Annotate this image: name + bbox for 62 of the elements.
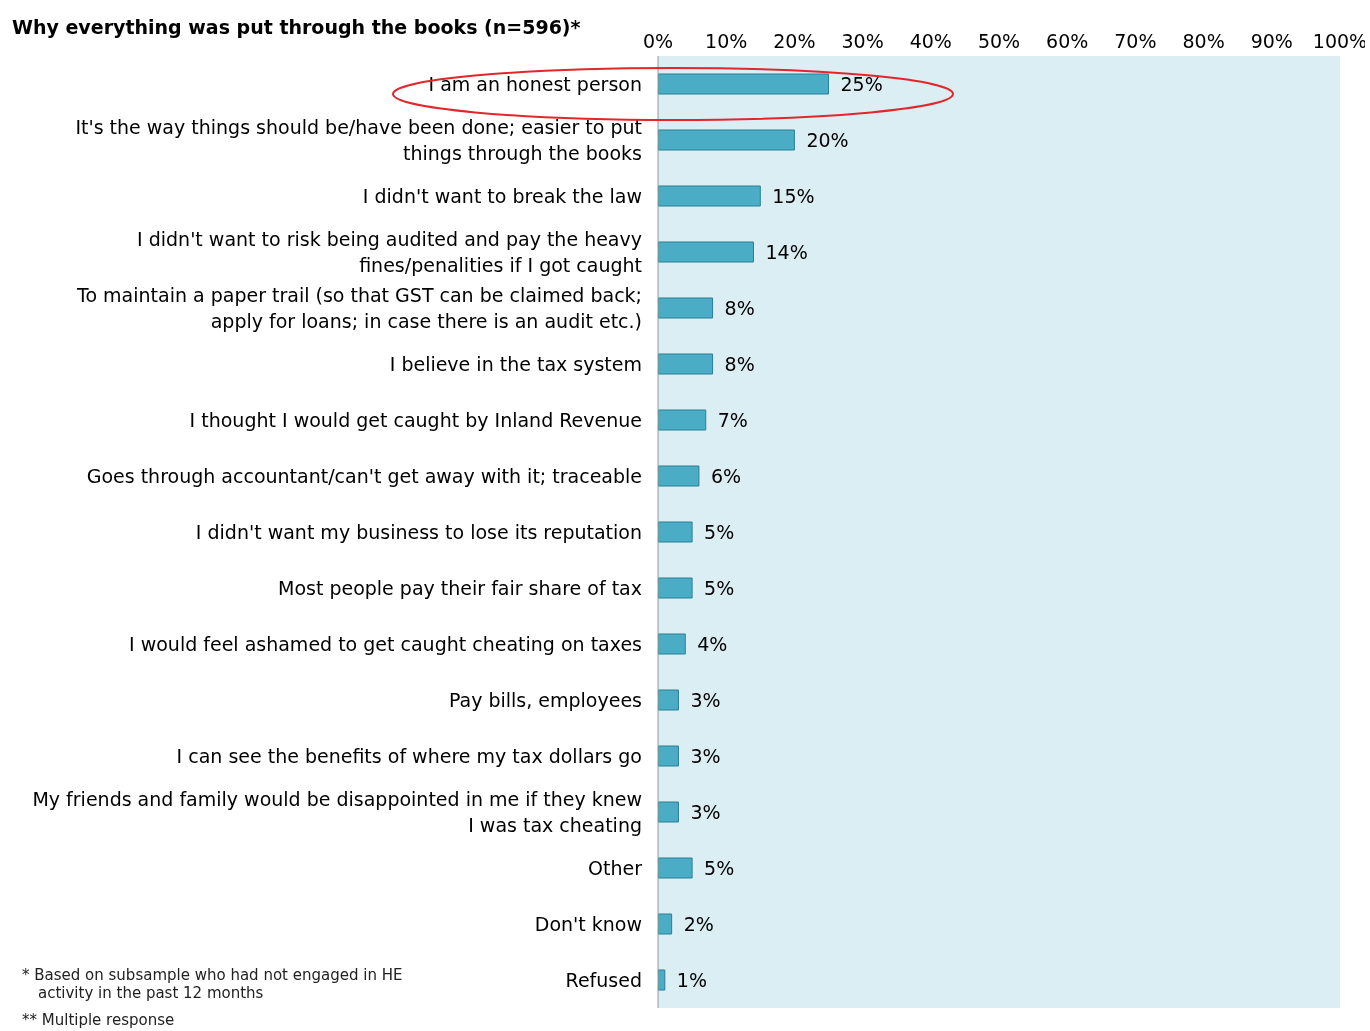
- y-tick-label: I would feel ashamed to get caught cheating on taxes: [129, 633, 642, 655]
- y-tick-label: Other: [588, 857, 643, 879]
- data-label: 3%: [690, 800, 721, 823]
- x-tick-label: 50%: [977, 30, 1021, 52]
- y-tick-label: Refused: [565, 969, 642, 991]
- data-label: 7%: [717, 408, 748, 431]
- bar: [658, 129, 795, 151]
- text: * Based on subsample who had not engaged in HE activity in the past 12 months: [22, 966, 404, 1002]
- data-label: 3%: [690, 744, 721, 767]
- data-label: 8%: [724, 352, 755, 375]
- y-tick-label: It's the way things should be/have been done; easier to put things through the books: [75, 116, 642, 164]
- bar: [658, 521, 693, 543]
- data-label: 5%: [704, 520, 735, 543]
- bar: [658, 241, 754, 263]
- data-label: 15%: [772, 184, 815, 207]
- text: Why everything was put through the books (n=596)*: [12, 16, 585, 38]
- bar: [658, 297, 714, 319]
- y-tick-label: To maintain a paper trail (so that GST can be claimed back; apply for loans; in case there is an audit etc.): [76, 284, 642, 332]
- data-label: 2%: [683, 912, 714, 935]
- bar: [658, 913, 673, 935]
- bar: [658, 353, 714, 375]
- bar: [658, 745, 679, 767]
- bar: [658, 801, 679, 823]
- y-tick-label: I didn't want to risk being audited and pay the heavy fines/penalities if I got caught: [137, 228, 642, 276]
- bar: [658, 577, 693, 599]
- data-label: 8%: [724, 296, 755, 319]
- bar: [658, 857, 693, 879]
- x-tick-label: 40%: [909, 30, 952, 52]
- data-label: 6%: [710, 464, 742, 487]
- x-tick-label: 80%: [1182, 30, 1225, 52]
- y-tick-label: Don't know: [534, 913, 642, 935]
- x-tick-label: 0%: [642, 30, 674, 52]
- data-label: 5%: [704, 576, 735, 599]
- x-tick-label: 30%: [841, 30, 884, 52]
- bar: [658, 465, 700, 487]
- y-tick-label: I can see the benefits of where my tax dollars go: [176, 745, 642, 767]
- text: ** Multiple response: [22, 1011, 175, 1029]
- y-tick-label: Pay bills, employees: [448, 689, 642, 711]
- x-tick-label: 60%: [1046, 30, 1089, 52]
- y-tick-label: I didn't want to break the law: [362, 185, 642, 207]
- data-label: 14%: [765, 240, 808, 263]
- data-label: 4%: [697, 632, 728, 655]
- x-tick-label: 10%: [705, 30, 748, 52]
- y-tick-label: I thought I would get caught by Inland Revenue: [189, 409, 642, 431]
- y-tick-label: I didn't want my business to lose its reputation: [195, 521, 642, 543]
- bar: [658, 73, 829, 95]
- y-tick-label: My friends and family would be disappointed in me if they knew I was tax cheating: [32, 788, 642, 836]
- data-label: 20%: [806, 128, 849, 151]
- data-label: 1%: [676, 968, 707, 991]
- bar: [658, 409, 707, 431]
- y-tick-label: I believe in the tax system: [389, 353, 642, 375]
- data-label: 25%: [840, 72, 883, 95]
- y-tick-label: Most people pay their fair share of tax: [277, 577, 642, 599]
- x-tick-label: 70%: [1114, 30, 1157, 52]
- x-tick-label: 90%: [1250, 30, 1293, 52]
- bar: [658, 185, 761, 207]
- bar: [658, 633, 686, 655]
- data-label: 3%: [690, 688, 721, 711]
- bar: [658, 689, 679, 711]
- data-label: 5%: [704, 856, 735, 879]
- x-tick-label: 20%: [773, 30, 816, 52]
- y-tick-label: Goes through accountant/can't get away with it; traceable: [86, 465, 642, 487]
